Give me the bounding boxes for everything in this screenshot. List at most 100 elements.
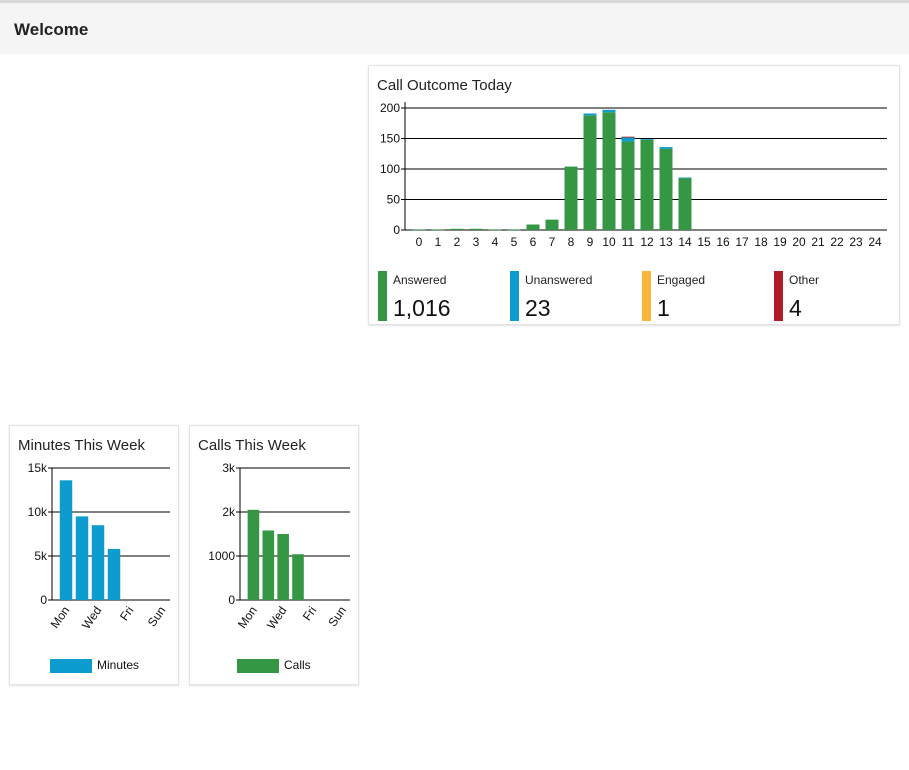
calls-legend-swatch bbox=[237, 658, 279, 673]
page-header: Welcome bbox=[0, 3, 909, 54]
bar-answered-9 bbox=[583, 115, 597, 230]
unanswered-value: 23 bbox=[525, 295, 551, 321]
y-tick-label: 0 bbox=[228, 593, 235, 607]
minutes-week-chart: 0 5k 10k 15k Mon Wed Fri Sun bbox=[28, 461, 170, 632]
tile-label: Total Calls bbox=[17, 346, 87, 363]
x-tick-label: 3 bbox=[473, 235, 480, 249]
page-title: Welcome bbox=[14, 20, 89, 39]
x-tick-label: Wed bbox=[264, 604, 290, 632]
x-tick-label: Sun bbox=[325, 604, 349, 630]
x-tick-label: 15 bbox=[697, 235, 711, 249]
x-tick-label: 11 bbox=[622, 235, 635, 249]
bar-unanswered-11 bbox=[621, 137, 635, 142]
other-swatch bbox=[774, 271, 783, 321]
other-label: Other bbox=[789, 273, 820, 287]
bar-answered-13 bbox=[659, 148, 673, 230]
tile-period: This Month bbox=[17, 306, 77, 320]
y-tick-label: 0 bbox=[40, 593, 47, 607]
x-tick-label: Wed bbox=[79, 604, 105, 632]
y-tick-label: 10k bbox=[28, 505, 48, 519]
x-tick-label: 6 bbox=[530, 235, 537, 249]
bar-answered-10 bbox=[602, 112, 616, 230]
tile-label: Total Calls bbox=[17, 76, 87, 93]
calls-legend: Calls bbox=[237, 658, 311, 673]
calls-bar-tue bbox=[262, 530, 275, 600]
tile-total-calls-today[interactable]: Total Calls 1,044 Today bbox=[9, 65, 179, 145]
legend-other: Other 4 bbox=[774, 271, 904, 321]
x-tick-label: 13 bbox=[659, 235, 673, 249]
tile-value: 38,706 bbox=[17, 270, 118, 307]
bar-answered-7 bbox=[545, 219, 559, 230]
x-tick-label: Sun bbox=[145, 604, 169, 630]
calls-bar-mon bbox=[247, 509, 260, 600]
legend-answered: Answered 1,016 bbox=[378, 271, 508, 321]
minutes-bar-wed bbox=[91, 525, 105, 600]
bar-answered-6 bbox=[526, 224, 540, 230]
other-value: 4 bbox=[789, 295, 802, 321]
bar-answered-14 bbox=[678, 178, 692, 230]
calls-week-panel: Calls This Week 0 1000 2k 3k Mon Wed Fri Sun Ca… bbox=[189, 425, 359, 685]
bar-answered-5 bbox=[507, 229, 521, 231]
tile-period: Today bbox=[197, 126, 230, 140]
tile-label: Total Minutes bbox=[197, 166, 286, 183]
tile-total-minutes-week[interactable]: Total Minutes 37,336 This Week bbox=[189, 155, 359, 235]
x-tick-label: 22 bbox=[830, 235, 844, 249]
bar-answered-0 bbox=[412, 229, 426, 231]
minutes-bar-tue bbox=[75, 516, 89, 600]
tile-value: 37,336 bbox=[197, 180, 298, 217]
x-tick-label: 19 bbox=[773, 235, 787, 249]
tile-total-minutes-month[interactable]: Total Minutes 222,410 This Month bbox=[189, 245, 359, 325]
unanswered-label: Unanswered bbox=[525, 273, 593, 287]
bar-answered-1 bbox=[431, 229, 445, 231]
tile-label: Total Minutes bbox=[197, 256, 286, 273]
minutes-week-panel: Minutes This Week 0 5k 10k 15k Mon Wed Fri Sun … bbox=[9, 425, 179, 685]
tile-label: Total Calls bbox=[17, 256, 87, 273]
engaged-swatch bbox=[642, 271, 651, 321]
x-tick-label: Fri bbox=[300, 604, 319, 623]
bar-answered-8 bbox=[564, 166, 578, 230]
x-tick-label: 14 bbox=[678, 235, 692, 249]
tile-total-minutes-year[interactable]: Total Minutes 2,117,619 This Year bbox=[189, 335, 359, 415]
x-tick-label: 10 bbox=[602, 235, 616, 249]
x-tick-label: 24 bbox=[868, 235, 882, 249]
y-tick-label: 3k bbox=[222, 461, 236, 475]
x-tick-label: 8 bbox=[568, 235, 575, 249]
x-tick-label: 16 bbox=[716, 235, 730, 249]
legend-unanswered: Unanswered 23 bbox=[510, 271, 640, 321]
tile-total-calls-week[interactable]: Total Calls 6,174 This Week bbox=[9, 155, 179, 235]
bar-answered-11 bbox=[621, 141, 635, 230]
x-tick-label: 9 bbox=[587, 235, 594, 249]
tile-total-calls-year[interactable]: Total Calls 352,042 This Year bbox=[9, 335, 179, 415]
tile-period: This Week bbox=[17, 216, 74, 230]
tile-label: Total Minutes bbox=[197, 346, 286, 363]
calls-bar-thu bbox=[292, 554, 304, 600]
x-tick-label: 4 bbox=[492, 235, 499, 249]
minutes-legend-swatch bbox=[50, 658, 92, 673]
y-tick-label: 1000 bbox=[208, 549, 235, 563]
call-outcome-panel: Call Outcome Today 0 50 100 150 200 0 1 2 3 4 5 6 7 8… bbox=[368, 65, 900, 325]
tile-value: 6,174 bbox=[17, 180, 100, 217]
x-tick-label: 12 bbox=[640, 235, 654, 249]
tile-value: 352,042 bbox=[17, 360, 137, 397]
minutes-legend-label: Minutes bbox=[97, 658, 140, 672]
x-tick-label: Mon bbox=[48, 604, 73, 631]
tile-total-calls-month[interactable]: Total Calls 38,706 This Month bbox=[9, 245, 179, 325]
y-tick-label: 200 bbox=[380, 101, 400, 115]
x-tick-label: Fri bbox=[117, 604, 136, 623]
tile-period: This Year bbox=[17, 396, 68, 410]
minutes-bar-mon bbox=[59, 480, 73, 600]
bar-unanswered-14 bbox=[678, 177, 692, 179]
tile-value: 222,410 bbox=[197, 270, 317, 307]
minutes-legend: Minutes bbox=[50, 658, 140, 673]
y-tick-label: 15k bbox=[28, 461, 48, 475]
y-tick-label: 100 bbox=[380, 162, 400, 176]
tile-total-minutes-today[interactable]: Total Minutes 5,832 Today bbox=[189, 65, 359, 145]
calls-legend-label: Calls bbox=[284, 658, 311, 672]
tile-period: This Month bbox=[197, 306, 257, 320]
minutes-week-title: Minutes This Week bbox=[18, 437, 145, 454]
answered-value: 1,016 bbox=[393, 295, 451, 321]
x-tick-label: 23 bbox=[849, 235, 863, 249]
y-tick-label: 5k bbox=[34, 549, 48, 563]
tile-value: 5,832 bbox=[197, 90, 280, 127]
bar-unanswered-12 bbox=[640, 139, 654, 140]
